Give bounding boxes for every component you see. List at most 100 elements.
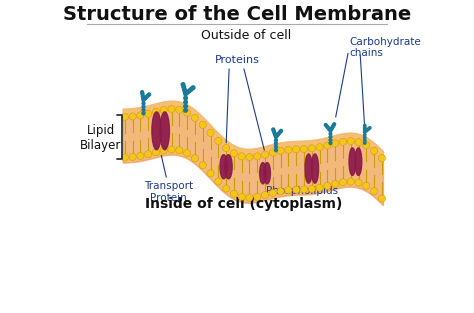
Circle shape xyxy=(142,99,145,101)
Circle shape xyxy=(378,154,385,162)
Circle shape xyxy=(308,185,315,192)
Text: Transport
Protein: Transport Protein xyxy=(144,182,193,203)
Circle shape xyxy=(141,95,144,98)
Circle shape xyxy=(160,147,167,154)
Circle shape xyxy=(184,100,187,104)
Circle shape xyxy=(129,153,136,161)
Circle shape xyxy=(246,154,253,161)
Circle shape xyxy=(222,185,230,192)
Circle shape xyxy=(145,151,152,158)
Circle shape xyxy=(191,155,199,162)
Circle shape xyxy=(269,189,276,197)
Circle shape xyxy=(274,146,277,148)
Circle shape xyxy=(269,149,276,156)
Polygon shape xyxy=(123,101,383,206)
Ellipse shape xyxy=(220,155,228,179)
Circle shape xyxy=(230,190,237,198)
Circle shape xyxy=(168,146,175,153)
Circle shape xyxy=(301,145,308,152)
Circle shape xyxy=(183,90,187,93)
Circle shape xyxy=(222,145,230,151)
Circle shape xyxy=(329,142,332,145)
Text: Phospholipids: Phospholipids xyxy=(266,186,338,196)
Circle shape xyxy=(145,110,152,117)
Circle shape xyxy=(238,193,245,200)
Circle shape xyxy=(280,129,283,132)
Circle shape xyxy=(339,179,346,186)
Circle shape xyxy=(274,136,277,138)
Circle shape xyxy=(254,193,261,200)
Circle shape xyxy=(274,142,277,145)
Circle shape xyxy=(364,128,366,130)
Circle shape xyxy=(301,186,308,193)
Circle shape xyxy=(363,182,370,189)
Circle shape xyxy=(324,142,331,149)
Circle shape xyxy=(316,184,323,191)
Circle shape xyxy=(160,106,167,114)
Circle shape xyxy=(347,178,355,185)
Circle shape xyxy=(364,136,366,139)
Circle shape xyxy=(364,131,366,133)
Circle shape xyxy=(145,96,148,99)
Circle shape xyxy=(364,129,366,131)
Circle shape xyxy=(141,91,144,94)
Circle shape xyxy=(142,112,145,115)
Circle shape xyxy=(142,97,145,100)
Circle shape xyxy=(142,102,145,105)
Circle shape xyxy=(207,170,214,177)
Circle shape xyxy=(184,109,187,112)
Circle shape xyxy=(176,106,183,113)
Circle shape xyxy=(274,149,277,151)
Circle shape xyxy=(324,124,327,126)
Circle shape xyxy=(364,126,366,128)
Circle shape xyxy=(184,105,187,108)
Circle shape xyxy=(254,153,261,160)
Circle shape xyxy=(274,139,277,142)
Circle shape xyxy=(190,87,193,91)
Circle shape xyxy=(355,139,362,146)
Circle shape xyxy=(137,152,144,160)
Circle shape xyxy=(176,147,183,154)
Circle shape xyxy=(364,134,366,136)
Circle shape xyxy=(215,137,222,145)
Circle shape xyxy=(181,83,185,86)
Circle shape xyxy=(331,126,334,129)
Text: Lipid
Bilayer: Lipid Bilayer xyxy=(80,124,121,152)
Circle shape xyxy=(274,134,277,136)
Circle shape xyxy=(146,94,149,97)
Circle shape xyxy=(277,132,280,135)
Circle shape xyxy=(326,125,328,128)
Ellipse shape xyxy=(160,112,169,150)
Circle shape xyxy=(329,139,332,141)
Circle shape xyxy=(332,180,339,187)
Circle shape xyxy=(148,93,151,96)
Circle shape xyxy=(327,126,329,129)
Ellipse shape xyxy=(349,148,356,176)
Circle shape xyxy=(333,123,336,126)
Circle shape xyxy=(238,153,245,160)
Circle shape xyxy=(364,124,366,127)
Circle shape xyxy=(183,150,191,157)
Circle shape xyxy=(121,113,128,121)
Text: Outside of cell: Outside of cell xyxy=(201,29,292,42)
Circle shape xyxy=(277,147,284,154)
Circle shape xyxy=(207,129,214,136)
Circle shape xyxy=(215,178,222,185)
Circle shape xyxy=(153,149,160,156)
Circle shape xyxy=(137,112,144,119)
Circle shape xyxy=(330,128,333,131)
Ellipse shape xyxy=(260,162,266,184)
Circle shape xyxy=(191,86,195,90)
Circle shape xyxy=(230,150,237,157)
Circle shape xyxy=(371,147,378,154)
Circle shape xyxy=(142,109,145,111)
Circle shape xyxy=(332,140,339,147)
Circle shape xyxy=(347,137,355,145)
Circle shape xyxy=(329,132,332,135)
Circle shape xyxy=(329,136,332,138)
Circle shape xyxy=(168,105,175,113)
Circle shape xyxy=(186,90,189,94)
Circle shape xyxy=(339,138,346,145)
Text: Carbohydrate
chains: Carbohydrate chains xyxy=(349,37,421,58)
Circle shape xyxy=(191,114,199,121)
